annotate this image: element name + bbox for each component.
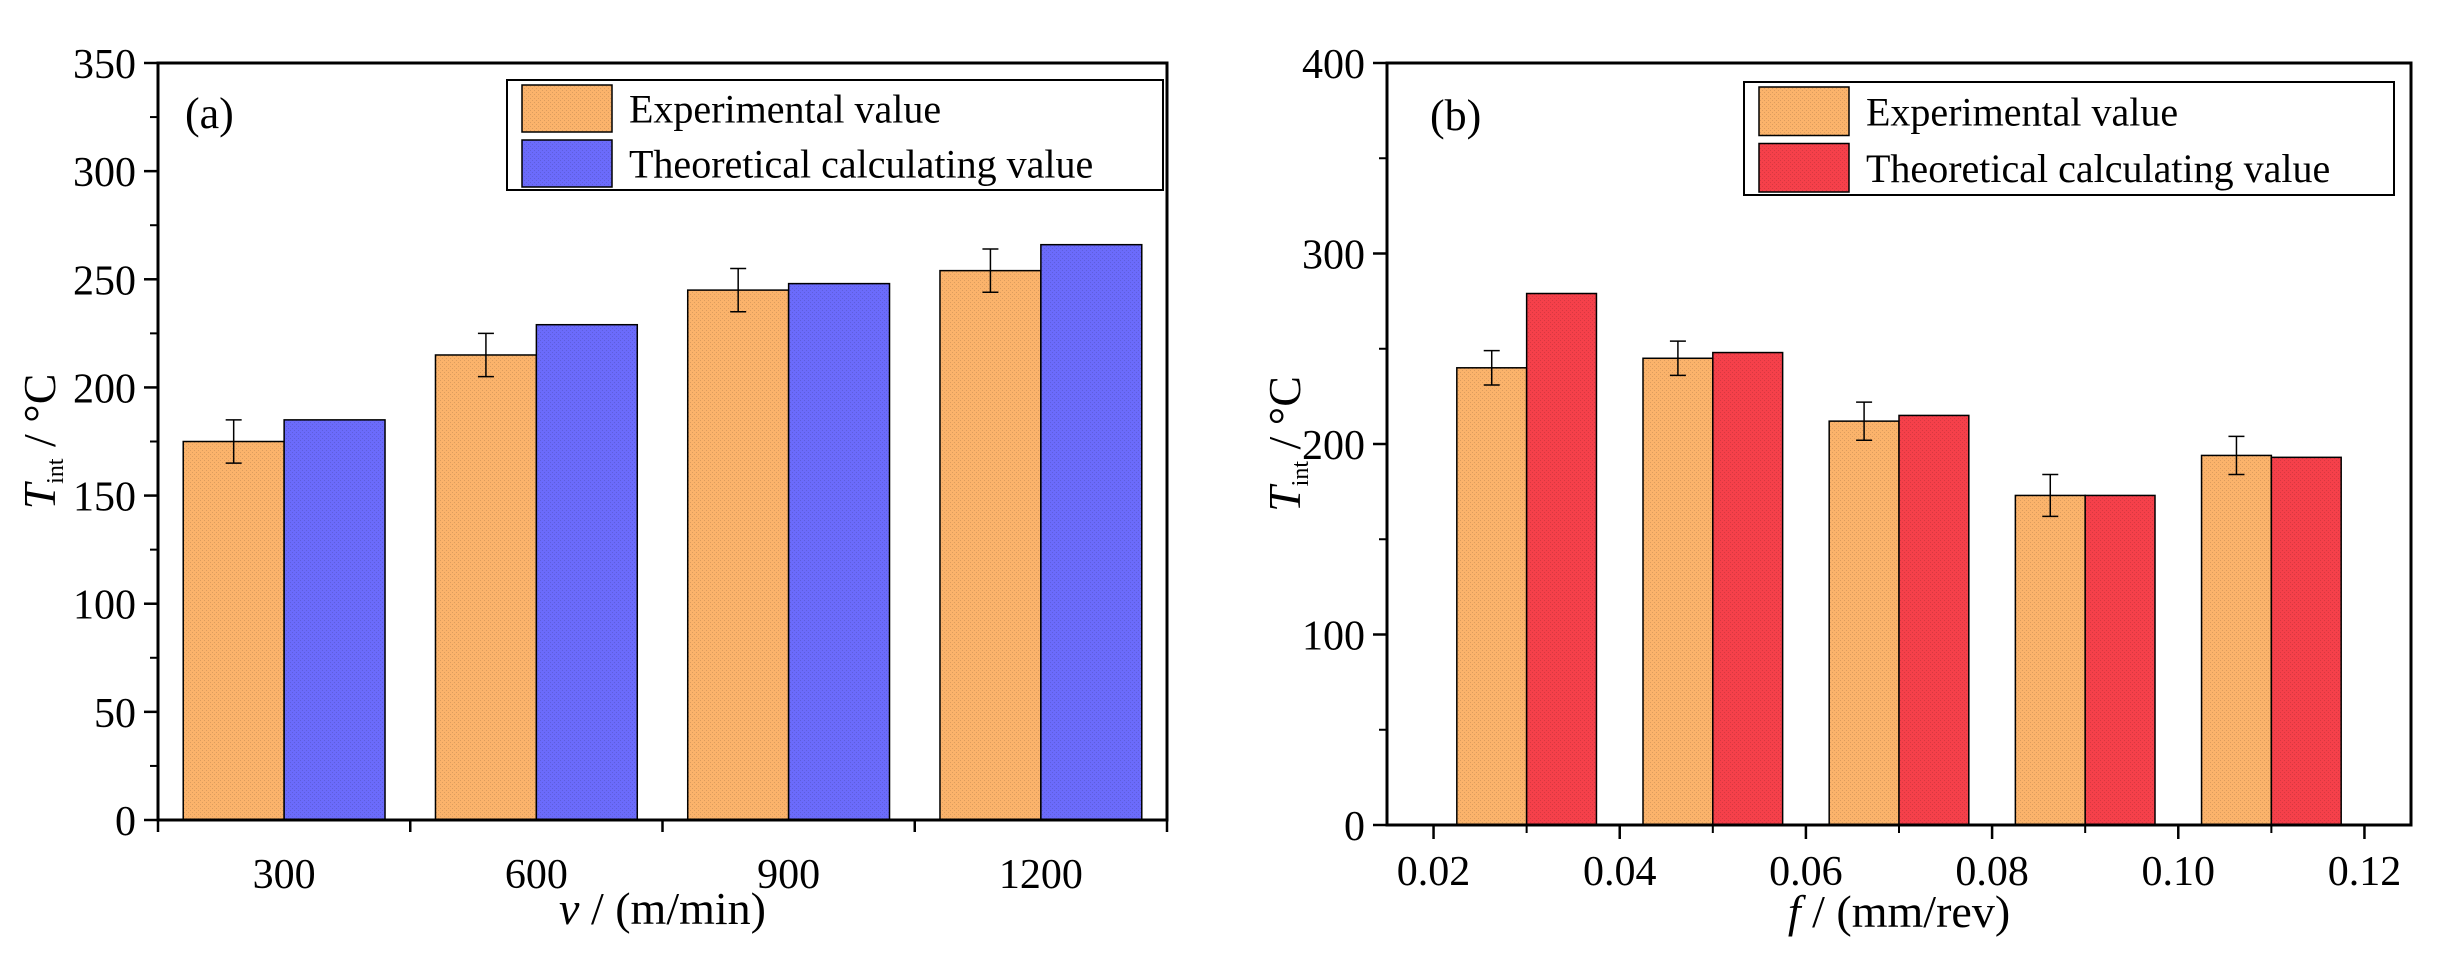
x-axis-label: f / (mm/rev) — [1788, 886, 2010, 937]
y-axis-unit: / °C — [1259, 376, 1310, 461]
x-tick-label: 0.10 — [2142, 849, 2216, 895]
bar-theoretical — [1525, 292, 1598, 826]
bar-theoretical — [2270, 456, 2342, 826]
legend-box — [506, 79, 1164, 191]
legend-label: Experimental value — [1866, 89, 2178, 134]
bar-experimental — [2200, 454, 2273, 826]
panel-label: (a) — [185, 89, 234, 138]
bar-experimental — [434, 354, 538, 821]
y-tick-label: 50 — [94, 691, 136, 737]
legend-box — [1743, 81, 2395, 196]
x-tick-label: 0.12 — [2328, 849, 2402, 895]
legend-swatch — [521, 139, 613, 188]
x-axis-label: v / (m/min) — [559, 883, 766, 934]
legend-label: Theoretical calculating value — [1866, 146, 2330, 191]
y-tick-label: 250 — [73, 258, 136, 304]
bar-theoretical — [2084, 494, 2156, 826]
bar-theoretical — [1040, 243, 1143, 821]
x-axis-var: v — [559, 883, 580, 934]
bar-experimental — [686, 289, 790, 821]
legend-swatch — [521, 84, 613, 133]
chart-b: 0 100 200 300 400 0.02 0.04 0.06 0.08 0.10 0.12 (b)… — [1259, 42, 2413, 937]
y-axis-var: T — [1259, 483, 1310, 512]
y-tick-label: 0 — [1344, 804, 1365, 850]
x-tick-label: 0.06 — [1769, 849, 1843, 895]
x-axis-unit: / (m/min) — [579, 883, 766, 934]
legend-swatch — [1758, 142, 1850, 193]
x-tick-label: 0.08 — [1955, 849, 2029, 895]
y-axis-sub: int — [1288, 461, 1314, 487]
legend-swatch — [1758, 86, 1850, 137]
legend-label: Theoretical calculating value — [629, 142, 1093, 187]
x-tick-label: 0.04 — [1583, 849, 1657, 895]
y-tick-label: 100 — [73, 583, 136, 629]
y-axis-unit: / °C — [14, 374, 65, 459]
chart-a: 0 50 100 150 200 250 300 350 300 600 900 1200 (a) Tin… — [14, 42, 1169, 934]
y-tick-label: 200 — [1302, 423, 1365, 469]
y-tick-label: 400 — [1302, 42, 1365, 88]
y-tick-label: 300 — [1302, 233, 1365, 279]
y-tick-label: 100 — [1302, 614, 1365, 660]
y-axis-label: Tint / °C — [14, 374, 69, 510]
legend-label: Experimental value — [629, 87, 941, 132]
bar-experimental — [939, 269, 1042, 821]
x-tick-label: 900 — [757, 852, 820, 898]
bar-theoretical — [283, 419, 386, 821]
bar-experimental — [182, 440, 285, 821]
y-axis-var: T — [14, 480, 65, 509]
legend: Experimental value Theoretical calculatin… — [506, 79, 1164, 191]
y-tick-label: 300 — [73, 150, 136, 196]
panel-label: (b) — [1430, 91, 1481, 140]
y-axis-sub: int — [43, 458, 69, 484]
bar-theoretical — [787, 282, 891, 821]
y-tick-label: 350 — [73, 42, 136, 88]
x-tick-label: 0.02 — [1397, 849, 1471, 895]
bar-experimental — [1642, 357, 1714, 826]
bar-experimental — [1456, 367, 1528, 826]
legend: Experimental value Theoretical calculatin… — [1743, 81, 2395, 196]
bar-theoretical — [535, 323, 639, 821]
bar-experimental — [2014, 494, 2086, 826]
x-axis-unit: / (mm/rev) — [1801, 886, 2011, 937]
x-tick-label: 1200 — [999, 852, 1083, 898]
y-tick-label: 0 — [115, 799, 136, 845]
x-tick-label: 300 — [253, 852, 316, 898]
y-tick-label: 200 — [73, 366, 136, 412]
bar-theoretical — [1898, 414, 1970, 826]
y-tick-label: 150 — [73, 475, 136, 521]
bar-theoretical — [1712, 351, 1784, 826]
bar-experimental — [1828, 420, 1900, 826]
y-axis-label: Tint / °C — [1259, 376, 1314, 512]
x-tick-label: 600 — [505, 852, 568, 898]
